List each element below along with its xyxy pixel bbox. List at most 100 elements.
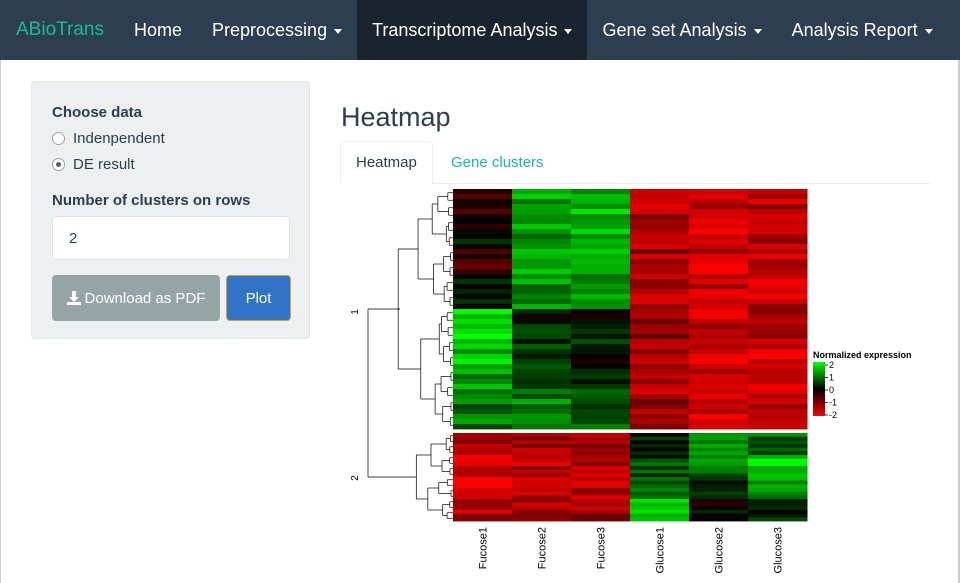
download-pdf-button[interactable]: Download as PDF xyxy=(52,275,220,321)
cluster1-cell xyxy=(453,329,513,335)
cluster1-cell xyxy=(453,254,513,260)
clusters-input[interactable] xyxy=(52,216,290,260)
cluster1-cell xyxy=(748,339,808,345)
cluster1-cell xyxy=(689,304,749,310)
cluster1-cell xyxy=(689,329,749,335)
cluster1-cell xyxy=(571,354,631,360)
cluster1-cell xyxy=(689,319,749,325)
cluster2-cell xyxy=(689,499,749,504)
cluster1-cell xyxy=(571,344,631,350)
cluster2-cell xyxy=(571,433,631,438)
cluster2-cell xyxy=(689,447,749,452)
cluster1-cell xyxy=(512,199,572,205)
cluster1-cell xyxy=(748,219,808,225)
cluster1-cell xyxy=(512,194,572,200)
cluster1-cell xyxy=(453,289,513,295)
cluster2-cell xyxy=(453,488,513,493)
cluster1-cell xyxy=(512,299,572,305)
cluster1-cell xyxy=(630,409,690,415)
page-title: Heatmap xyxy=(341,102,451,132)
cluster1-cell xyxy=(689,409,749,415)
cluster1-cell xyxy=(512,214,572,220)
cluster1-cell xyxy=(512,409,572,415)
cluster1-cell xyxy=(630,359,690,365)
cluster2-cell xyxy=(748,517,808,522)
row-cluster-label-1: 1 xyxy=(350,309,361,315)
cluster1-cell xyxy=(571,254,631,260)
window-border-left xyxy=(0,60,1,583)
column-label: Glucose3 xyxy=(773,527,785,573)
cluster1-cell xyxy=(748,334,808,340)
tab-heatmap[interactable]: Heatmap xyxy=(340,141,433,184)
cluster2-cell xyxy=(571,502,631,507)
cluster2-cell xyxy=(630,473,690,478)
cluster1-cell xyxy=(689,234,749,240)
legend-tick-label: 1 xyxy=(829,373,834,383)
cluster1-cell xyxy=(748,254,808,260)
brand-logo[interactable]: ABioTrans xyxy=(16,19,104,40)
download-pdf-label: Download as PDF xyxy=(84,289,206,307)
radio-independent[interactable]: Indenpendent xyxy=(52,130,165,147)
cluster1-cell xyxy=(453,209,513,215)
cluster1-cell xyxy=(453,309,513,315)
plot-button[interactable]: Plot xyxy=(226,275,291,321)
cluster1-cell xyxy=(689,279,749,285)
radio-de-result[interactable]: DE result xyxy=(52,156,135,173)
column-label: Fucose3 xyxy=(596,527,608,569)
cluster1-cell xyxy=(689,189,749,195)
cluster1-cell xyxy=(571,314,631,320)
cluster2-cell xyxy=(571,513,631,518)
radio-circle[interactable] xyxy=(52,132,65,145)
cluster1-cell xyxy=(748,414,808,420)
cluster1-cell xyxy=(512,379,572,385)
cluster1-cell xyxy=(512,224,572,230)
cluster1-cell xyxy=(512,209,572,215)
nav-transcriptome-analysis[interactable]: Transcriptome Analysis xyxy=(357,0,588,60)
cluster1-cell xyxy=(630,354,690,360)
nav-analysis-report[interactable]: Analysis Report xyxy=(777,0,948,60)
cluster1-cell xyxy=(689,389,749,395)
cluster1-cell xyxy=(571,349,631,355)
cluster1-cell xyxy=(748,229,808,235)
nav-home[interactable]: Home xyxy=(119,0,197,60)
row-cluster-label-2: 2 xyxy=(350,475,361,481)
cluster1-cell xyxy=(748,304,808,310)
tab-gene-clusters[interactable]: Gene clusters xyxy=(436,141,559,184)
cluster1-cell xyxy=(748,244,808,250)
cluster2-cell xyxy=(571,462,631,467)
cluster1-cell xyxy=(571,189,631,195)
cluster1-cell xyxy=(689,374,749,380)
radio-circle-checked[interactable] xyxy=(52,158,65,171)
cluster1-cell xyxy=(630,374,690,380)
cluster1-cell xyxy=(748,379,808,385)
cluster1-cell xyxy=(571,409,631,415)
nav-gene-set-analysis[interactable]: Gene set Analysis xyxy=(587,0,776,60)
nav-preprocessing[interactable]: Preprocessing xyxy=(197,0,357,60)
cluster2-cell xyxy=(571,510,631,515)
cluster1-cell xyxy=(453,314,513,320)
cluster1-cell xyxy=(748,374,808,380)
nav-home-label: Home xyxy=(134,19,183,40)
legend-tick-label: -1 xyxy=(829,398,837,408)
column-label: Fucose2 xyxy=(537,527,549,569)
cluster1-cell xyxy=(512,339,572,345)
cluster1-cell xyxy=(512,289,572,295)
cluster1-cell xyxy=(453,259,513,265)
cluster1-cell xyxy=(748,329,808,335)
cluster1-cell xyxy=(512,349,572,355)
cluster1-cell xyxy=(453,234,513,240)
cluster1-cell xyxy=(689,239,749,245)
cluster1-cell xyxy=(689,399,749,405)
column-label: Glucose2 xyxy=(714,527,726,573)
cluster1-cell xyxy=(689,334,749,340)
cluster1-cell xyxy=(571,324,631,330)
cluster1-cell xyxy=(571,404,631,410)
cluster2-cell xyxy=(512,451,572,456)
cluster1-cell xyxy=(630,369,690,375)
cluster1-cell xyxy=(453,224,513,230)
cluster1-cell xyxy=(453,239,513,245)
cluster2-cell xyxy=(453,473,513,478)
cluster1-cell xyxy=(748,424,808,430)
cluster1-cell xyxy=(630,209,690,215)
cluster1-cell xyxy=(453,384,513,390)
